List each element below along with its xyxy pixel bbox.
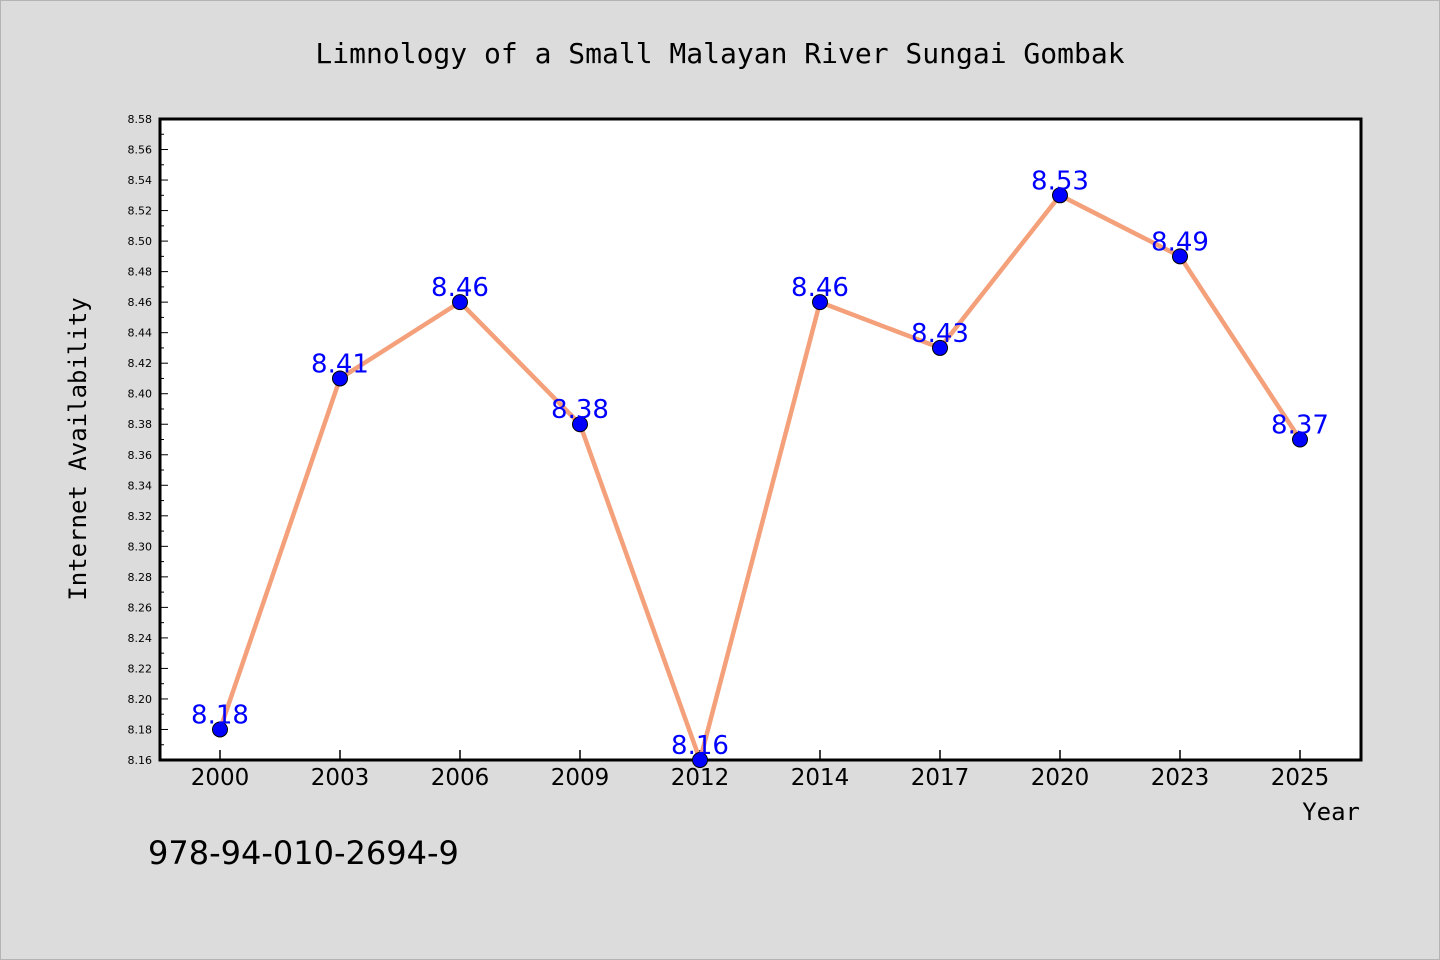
y-tick-label: 8.54 [128, 174, 153, 187]
y-tick-label: 8.58 [128, 113, 153, 126]
series-group [212, 187, 1308, 768]
x-tick-label: 2000 [191, 765, 250, 791]
y-tick-label: 8.46 [128, 296, 153, 309]
x-tick-label: 2023 [1151, 765, 1210, 791]
y-tick-label: 8.38 [128, 418, 153, 431]
x-tick-label: 2012 [671, 765, 730, 791]
x-tick-label: 2014 [791, 765, 850, 791]
y-tick-label: 8.48 [128, 266, 153, 279]
y-tick-label: 8.42 [128, 357, 153, 370]
data-point [572, 416, 588, 433]
data-label: 8.46 [791, 273, 849, 303]
data-label: 8.53 [1031, 166, 1089, 196]
data-label: 8.46 [431, 273, 489, 303]
y-axis-ticks: 8.16 8.18 8.20 8.22 8.24 8.26 8.28 8.30 8.32 8.34… [128, 113, 168, 767]
y-tick-label: 8.20 [128, 693, 153, 706]
y-tick-label: 8.56 [128, 144, 153, 157]
y-axis-label: Internet Availability [64, 297, 92, 600]
data-point [332, 370, 348, 387]
x-axis-label: Year [1302, 798, 1360, 826]
data-label: 8.18 [191, 700, 249, 730]
x-tick-label: 2003 [311, 765, 370, 791]
y-tick-label: 8.16 [128, 754, 153, 767]
data-point [1172, 248, 1188, 265]
data-label: 8.38 [551, 395, 609, 425]
y-tick-label: 8.36 [128, 449, 153, 462]
x-tick-label: 2006 [431, 765, 490, 791]
data-label: 8.43 [911, 319, 969, 349]
data-label: 8.16 [671, 731, 729, 761]
chart-title: Limnology of a Small Malayan River Sunga… [315, 37, 1124, 70]
data-point [932, 339, 948, 356]
y-tick-label: 8.30 [128, 540, 153, 553]
data-label: 8.49 [1151, 227, 1209, 257]
data-point [1292, 431, 1308, 448]
y-tick-label: 8.18 [128, 723, 153, 736]
x-tick-label: 2020 [1031, 765, 1090, 791]
data-point [692, 752, 708, 768]
x-tick-label: 2009 [551, 765, 610, 791]
y-tick-label: 8.24 [128, 632, 153, 645]
y-tick-label: 8.50 [128, 235, 153, 248]
x-tick-label: 2017 [911, 765, 970, 791]
data-point [812, 294, 828, 311]
y-tick-label: 8.52 [128, 205, 153, 218]
plot-area [158, 117, 1363, 762]
isbn-text: 978-94-010-2694-9 [148, 834, 459, 872]
series-line [217, 193, 1303, 763]
y-tick-label: 8.34 [128, 479, 153, 492]
data-point [212, 721, 228, 738]
data-point [1052, 187, 1068, 204]
x-axis-ticks: 2000 2003 2006 2009 2012 2014 2017 2020 2023 2025 [191, 750, 1330, 791]
y-tick-label: 8.32 [128, 510, 153, 523]
y-tick-label: 8.26 [128, 601, 153, 614]
y-tick-label: 8.44 [128, 327, 153, 340]
data-point [452, 294, 468, 311]
x-tick-label: 2025 [1271, 765, 1330, 791]
y-tick-label: 8.40 [128, 388, 153, 401]
data-label: 8.41 [311, 349, 369, 379]
y-tick-label: 8.22 [128, 662, 153, 675]
data-label: 8.37 [1271, 411, 1329, 441]
data-labels-group: 8.18 8.41 8.46 8.38 8.16 8.46 8.43 8.53 8.49 8.37 [191, 166, 1329, 761]
y-tick-label: 8.28 [128, 571, 153, 584]
